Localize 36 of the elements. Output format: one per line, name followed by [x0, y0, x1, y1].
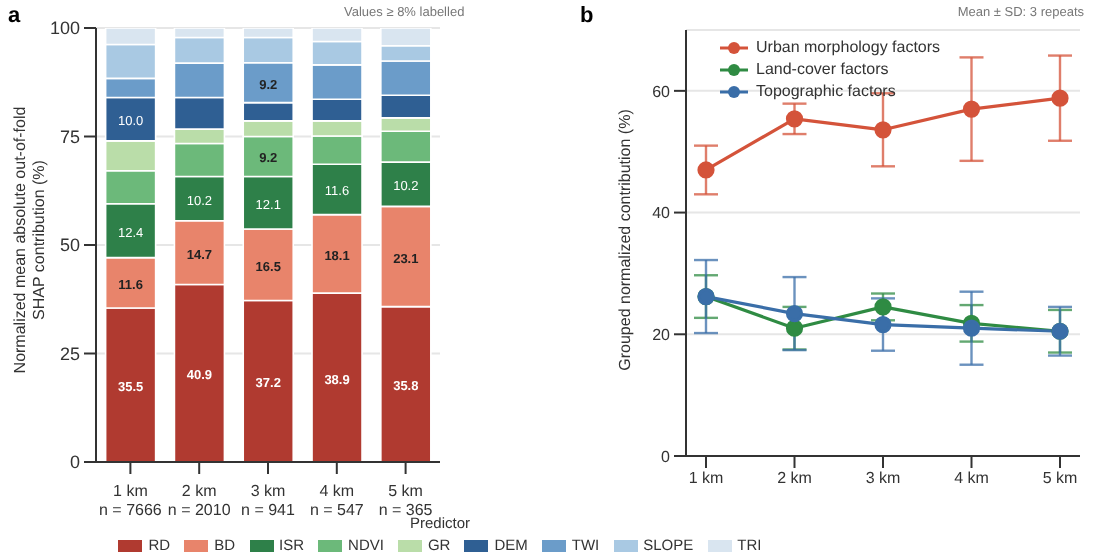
- point: [697, 161, 715, 179]
- point: [962, 100, 981, 118]
- x-tick-label: 4 km: [954, 469, 990, 488]
- x-tick-label: 3 km n = 941: [241, 482, 297, 519]
- y-tick-label: 25: [59, 343, 80, 364]
- x-tick-label: 4 km n = 547: [309, 482, 365, 519]
- x-tick-label: 3 km: [865, 469, 901, 488]
- y-tick-label: 100: [49, 18, 80, 39]
- point: [785, 110, 804, 128]
- x-tick-label: 1 km: [688, 469, 724, 488]
- point: [785, 319, 804, 337]
- chart-title: a: [8, 4, 21, 28]
- chart-title: b: [580, 4, 594, 28]
- x-tick-label: 2 km: [777, 469, 813, 488]
- point: [962, 319, 981, 337]
- point: [874, 298, 892, 316]
- y-axis-title: Grouped normalized contribution (%): [616, 108, 634, 371]
- y-tick-label: 20: [652, 325, 672, 344]
- y-tick-label: 50: [59, 235, 80, 256]
- point: [874, 121, 892, 139]
- y-tick-label: 60: [652, 82, 672, 101]
- point: [785, 304, 804, 323]
- y-axis-title: Normalized mean absolute out-of-fold SHAP contribution (%): [10, 106, 48, 374]
- x-tick-label: 5 km: [1042, 469, 1078, 488]
- legend-label: Urban morphology factors: [754, 36, 941, 58]
- x-tick-label: 5 km n = 365: [378, 482, 434, 519]
- legend-label: Topographic factors: [754, 80, 898, 102]
- point: [1051, 89, 1069, 107]
- legend-label: Land-cover factors: [754, 58, 891, 80]
- y-tick-label: 75: [59, 126, 80, 147]
- y-tick-label: 40: [652, 204, 672, 223]
- point: [874, 315, 892, 334]
- y-tick-label: 0: [69, 452, 80, 473]
- x-tick-label: 2 km n = 2010: [167, 482, 232, 519]
- x-tick-label: 1 km n = 7666: [99, 482, 163, 519]
- y-tick-label: 0: [661, 447, 672, 466]
